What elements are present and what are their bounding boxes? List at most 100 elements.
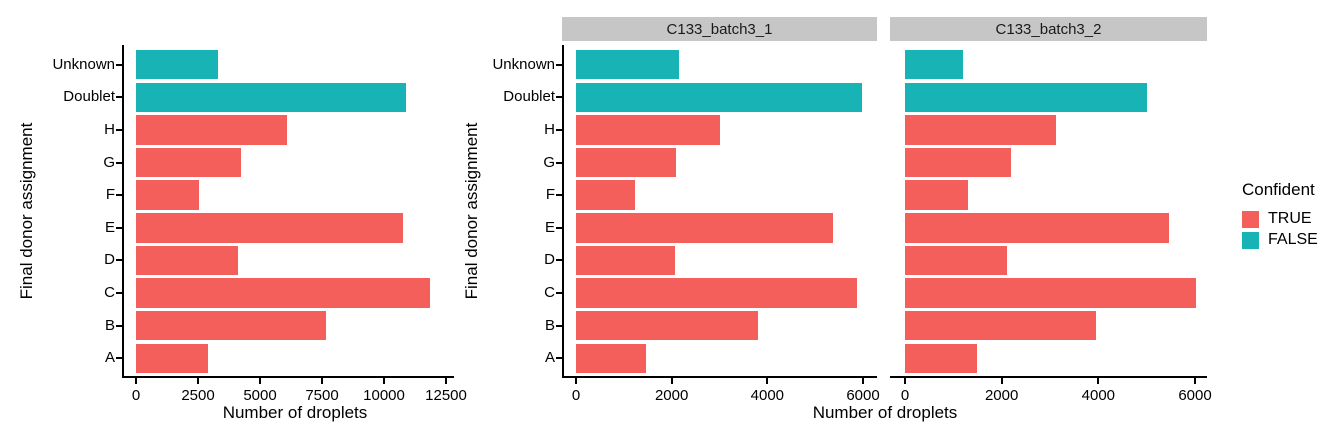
y-tick: [556, 161, 562, 164]
facet-strip-label: C133_batch3_1: [666, 20, 773, 38]
y-axis-label: C: [544, 284, 555, 302]
x-tick-label: 0: [900, 387, 910, 404]
y-tick: [556, 194, 562, 197]
x-tick-label: 12500: [425, 387, 467, 404]
legend-item-true: TRUE: [1242, 209, 1318, 229]
x-tick: [259, 378, 261, 384]
bar-d: [136, 245, 238, 276]
x-tick: [383, 378, 385, 384]
x-tick-label: 2000: [984, 387, 1019, 404]
y-axis-label: H: [544, 120, 555, 138]
y-tick: [116, 226, 122, 229]
y-axis-label: Doublet: [503, 88, 555, 106]
bar-unknown: [905, 49, 963, 80]
bar-a: [136, 343, 208, 374]
x-tick-label: 5000: [243, 387, 277, 404]
y-axis-label: D: [544, 251, 555, 269]
bar-b: [905, 311, 1096, 341]
legend-swatch: [1242, 231, 1259, 249]
bar-d: [905, 245, 1007, 276]
y-axis-label: E: [104, 218, 115, 236]
x-axis-title-facets: Number of droplets: [812, 403, 958, 422]
x-tick-label: 10000: [363, 387, 405, 404]
bar-unknown: [136, 49, 218, 80]
legend-item-label: FALSE: [1268, 231, 1318, 248]
facet-strip-batch3-2: C133_batch3_2: [890, 17, 1207, 41]
y-axis-label: H: [104, 120, 115, 138]
y-axis-label: F: [105, 186, 115, 204]
panel-overall: [122, 45, 454, 378]
bar-g: [136, 147, 242, 178]
bar-b: [136, 311, 326, 341]
x-tick-label: 2500: [181, 387, 215, 404]
x-tick-label: 4000: [1081, 387, 1116, 404]
y-axis-label: E: [544, 218, 555, 236]
y-tick: [556, 357, 562, 360]
x-tick-label: 6000: [1178, 387, 1212, 404]
bar-h: [576, 115, 720, 145]
bar-a: [576, 343, 646, 374]
legend-items: TRUE FALSE: [1242, 209, 1318, 250]
y-axis-label: F: [545, 186, 555, 204]
y-tick: [116, 357, 122, 360]
y-tick: [116, 161, 122, 164]
bar-g: [905, 147, 1011, 178]
x-axis-title-overall: Number of droplets: [222, 403, 368, 422]
x-tick-label: 7500: [305, 387, 339, 404]
y-axis-label: A: [104, 349, 115, 367]
bar-f: [905, 180, 968, 210]
y-tick: [556, 324, 562, 327]
y-axis-label: C: [104, 284, 115, 302]
bar-doublet: [576, 82, 863, 112]
x-tick: [575, 378, 577, 384]
bar-doublet: [136, 82, 407, 112]
bar-c: [576, 278, 858, 308]
y-tick: [116, 194, 122, 197]
panel-batch3-2: [890, 45, 1207, 378]
y-tick: [116, 324, 122, 327]
facet-strip-batch3-1: C133_batch3_1: [562, 17, 877, 41]
bar-unknown: [576, 49, 679, 80]
x-tick: [904, 378, 906, 384]
x-tick: [862, 378, 864, 384]
bar-c: [136, 278, 430, 308]
y-axis-label: Unknown: [52, 55, 115, 73]
x-tick: [321, 378, 323, 384]
y-tick: [556, 292, 562, 295]
x-tick: [445, 378, 447, 384]
y-axis-label: G: [543, 153, 555, 171]
y-axis-label: Unknown: [492, 55, 555, 73]
y-axis-label: Doublet: [63, 88, 115, 106]
bar-h: [136, 115, 288, 145]
bar-h: [905, 115, 1056, 145]
y-axis-label: B: [544, 316, 555, 334]
y-tick: [116, 128, 122, 131]
y-tick: [116, 96, 122, 99]
y-tick: [556, 226, 562, 229]
x-tick: [1000, 378, 1003, 384]
x-tick-label: 0: [131, 387, 141, 404]
bar-e: [576, 213, 833, 243]
x-tick: [670, 378, 673, 384]
legend-item-label: TRUE: [1268, 210, 1312, 227]
panel-batch3-1: [562, 45, 877, 378]
x-tick: [1097, 378, 1100, 384]
y-tick: [556, 96, 562, 99]
y-axis-label: A: [544, 349, 555, 367]
x-tick-label: 2000: [654, 387, 689, 404]
bar-g: [576, 147, 677, 178]
bar-doublet: [905, 82, 1147, 112]
bar-c: [905, 278, 1197, 308]
legend-item-false: FALSE: [1242, 230, 1318, 250]
legend-swatch: [1242, 210, 1259, 228]
bar-f: [576, 180, 636, 210]
y-tick: [556, 128, 562, 131]
bar-e: [905, 213, 1170, 243]
bar-f: [136, 180, 200, 210]
x-tick: [197, 378, 199, 384]
x-tick: [135, 378, 137, 384]
x-tick: [1194, 378, 1196, 384]
y-tick: [556, 63, 562, 66]
y-tick: [116, 259, 122, 262]
